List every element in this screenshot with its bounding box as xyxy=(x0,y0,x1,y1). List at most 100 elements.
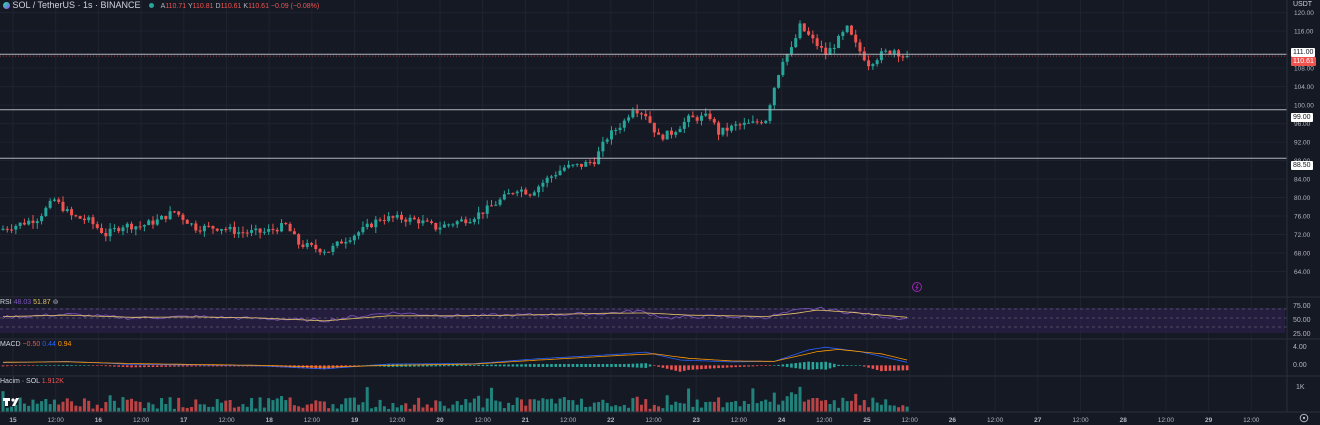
macd-hist-bar xyxy=(27,365,31,366)
volume-bar xyxy=(327,408,331,412)
macd-hist-bar xyxy=(841,364,845,366)
volume-bar xyxy=(241,404,245,412)
macd-hist-bar xyxy=(653,365,656,366)
macd-hist-bar xyxy=(528,364,532,367)
macd-hist-bar xyxy=(760,365,763,366)
volume-bar xyxy=(408,408,412,412)
candle-up xyxy=(468,222,472,224)
volume-bar xyxy=(292,405,296,412)
macd-hist-bar xyxy=(884,365,888,371)
candle-up xyxy=(605,139,609,142)
volume-bar xyxy=(228,399,232,412)
price-tick-label: 72.00 xyxy=(1294,232,1311,239)
macd-hist-bar xyxy=(888,365,892,371)
volume-label[interactable]: Hacim · SOL xyxy=(0,378,40,385)
volume-bar xyxy=(275,398,279,412)
macd-hist-bar xyxy=(121,365,125,367)
volume-bar xyxy=(305,404,309,412)
volume-bar xyxy=(524,405,528,412)
macd-label[interactable]: MACD xyxy=(0,341,21,348)
candle-down xyxy=(888,50,892,54)
volume-bar xyxy=(832,400,836,412)
volume-bar xyxy=(567,399,571,412)
volume-bar xyxy=(704,401,708,412)
candle-up xyxy=(832,47,836,49)
volume-bar xyxy=(875,402,879,412)
currency-label[interactable]: USDT xyxy=(1293,1,1313,8)
rsi-level-75: 75.00 xyxy=(1293,303,1311,310)
volume-bar xyxy=(498,401,502,412)
volume-bar xyxy=(447,408,451,412)
candle-up xyxy=(134,226,138,230)
macd-hist-bar xyxy=(845,365,849,366)
volume-bar xyxy=(104,402,108,412)
volume-bar xyxy=(862,400,866,412)
candle-up xyxy=(18,222,22,226)
volume-bar xyxy=(318,401,322,412)
settings-icon[interactable] xyxy=(1299,413,1309,423)
macd-hist-bar xyxy=(901,365,905,371)
macd-pane xyxy=(1,346,909,372)
rsi-label[interactable]: RSI xyxy=(0,299,12,306)
candle-up xyxy=(438,227,442,230)
candle-up xyxy=(502,194,506,200)
candle-down xyxy=(434,222,438,230)
candle-up xyxy=(494,204,498,206)
macd-hist-bar xyxy=(850,365,853,366)
volume-bar xyxy=(207,406,211,412)
macd-legend: MACD −0.50 0.44 0.94 xyxy=(0,341,71,348)
volume-bar xyxy=(661,408,665,412)
candle-down xyxy=(661,134,665,140)
macd-hist-bar xyxy=(631,363,635,368)
macd-hist-bar xyxy=(635,363,639,368)
symbol-icon xyxy=(3,2,10,9)
candle-down xyxy=(301,244,305,247)
candle-up xyxy=(455,221,459,225)
volume-bar xyxy=(579,398,583,412)
candle-up xyxy=(142,225,146,227)
time-tick-label: 12:00 xyxy=(304,417,321,424)
volume-bar xyxy=(404,403,408,412)
macd-hist-bar xyxy=(460,364,463,367)
volume-bar xyxy=(430,407,433,412)
candle-down xyxy=(464,219,468,224)
price-tick-label: 108.00 xyxy=(1294,66,1314,73)
volume-bar xyxy=(361,402,365,412)
candle-down xyxy=(95,224,99,228)
volume-bar xyxy=(472,398,476,412)
macd-hist-bar xyxy=(832,363,836,368)
candle-down xyxy=(61,201,65,212)
macd-hist-bar xyxy=(798,362,802,369)
eye-icon[interactable]: ⊚ xyxy=(52,299,59,306)
candle-up xyxy=(344,241,348,244)
candle-up xyxy=(477,212,481,220)
macd-hist-bar xyxy=(233,365,236,367)
macd-hist-bar xyxy=(755,365,759,367)
candle-down xyxy=(370,223,374,228)
candle-up xyxy=(601,141,605,152)
macd-hist-bar xyxy=(858,365,862,366)
time-axis[interactable]: 15 12:00 16 12:00 17 12:00 18 12:00 19 12:00 20 12:… xyxy=(9,417,1259,424)
symbol-title[interactable]: SOL / TetherUS · 1s · BINANCE xyxy=(12,0,141,10)
price-axis[interactable]: 64.0068.0072.0076.0080.0084.0088.0092.00… xyxy=(1294,10,1314,276)
volume-bar xyxy=(164,403,168,412)
alert-icon[interactable] xyxy=(912,282,922,292)
price-tick-label: 80.00 xyxy=(1294,195,1311,202)
candle-up xyxy=(781,61,785,76)
price-candles xyxy=(1,20,909,256)
volume-bar xyxy=(674,401,678,412)
macd-hist-bar xyxy=(854,365,858,366)
candle-down xyxy=(712,119,716,123)
volume-bar xyxy=(652,404,656,412)
price-tick-label: 100.00 xyxy=(1294,103,1314,110)
macd-hist-bar xyxy=(185,365,189,367)
candle-up xyxy=(609,130,613,140)
macd-hist-bar xyxy=(113,365,116,367)
candle-down xyxy=(245,232,249,234)
volume-bar xyxy=(699,407,703,412)
candle-down xyxy=(297,234,301,245)
macd-hist-bar xyxy=(503,364,506,367)
macd-hist-bar xyxy=(224,365,228,367)
candle-up xyxy=(250,230,254,233)
